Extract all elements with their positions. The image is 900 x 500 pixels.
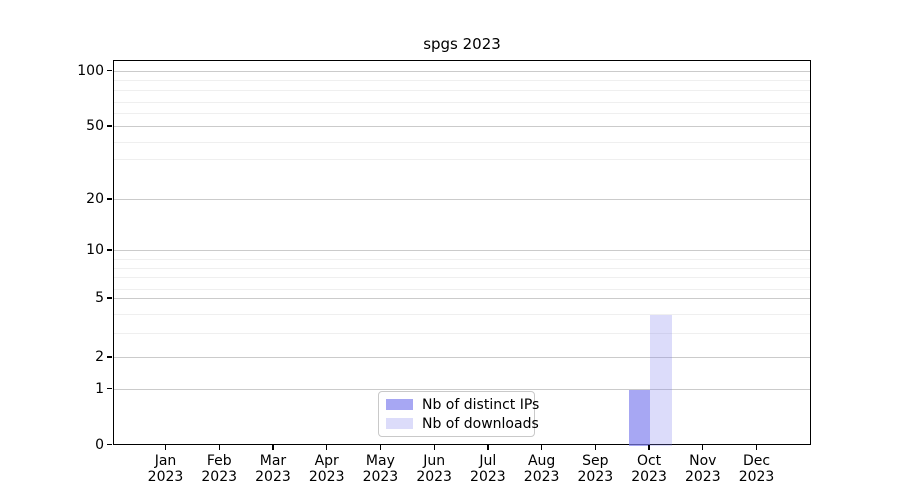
x-tick-year: 2023 bbox=[201, 468, 238, 485]
minor-gridline bbox=[114, 141, 810, 143]
major-gridline bbox=[114, 388, 810, 390]
x-tick-month: Jan bbox=[154, 453, 177, 469]
y-tick-mark bbox=[107, 297, 112, 299]
x-tick-mark bbox=[541, 445, 543, 450]
x-tick-month: Nov bbox=[689, 453, 717, 469]
major-gridline bbox=[114, 126, 810, 128]
x-tick-month: Sep bbox=[582, 453, 609, 469]
x-tick-month: Dec bbox=[742, 453, 771, 469]
legend-swatch-icon bbox=[386, 399, 413, 410]
minor-gridline bbox=[114, 332, 810, 334]
y-tick-label: 2 bbox=[95, 349, 104, 365]
x-tick-year: 2023 bbox=[684, 468, 721, 485]
x-tick-year: 2023 bbox=[577, 468, 614, 485]
bar-nb-of-downloads bbox=[650, 314, 672, 446]
x-tick-year: 2023 bbox=[738, 468, 775, 485]
x-tick-year: 2023 bbox=[470, 468, 506, 485]
x-tick-label-apr: Apr 2023 bbox=[299, 453, 355, 485]
x-tick-month: Aug bbox=[527, 453, 556, 469]
x-tick-mark bbox=[648, 445, 650, 450]
x-tick-mark bbox=[702, 445, 704, 450]
x-tick-mark bbox=[433, 445, 435, 450]
x-tick-year: 2023 bbox=[255, 468, 291, 485]
plot-area bbox=[113, 60, 811, 446]
major-gridline bbox=[114, 70, 810, 72]
x-tick-month: Oct bbox=[636, 453, 662, 469]
x-tick-mark bbox=[164, 445, 167, 450]
x-tick-label-oct: Oct 2023 bbox=[621, 453, 677, 485]
y-tick-label: 20 bbox=[86, 191, 104, 207]
minor-gridline bbox=[114, 267, 810, 269]
y-tick-mark bbox=[107, 198, 112, 200]
chart-title: spgs 2023 bbox=[423, 35, 501, 53]
legend-label: Nb of distinct IPs bbox=[422, 396, 540, 413]
x-tick-label-nov: Nov 2023 bbox=[675, 453, 731, 485]
minor-gridline bbox=[114, 89, 810, 91]
legend-label: Nb of downloads bbox=[422, 415, 539, 432]
y-tick-mark bbox=[107, 443, 112, 446]
y-tick-label: 50 bbox=[86, 118, 104, 134]
x-tick-year: 2023 bbox=[416, 468, 452, 485]
y-tick-mark bbox=[107, 69, 112, 72]
x-tick-month: Jul bbox=[479, 453, 497, 469]
x-tick-month: Apr bbox=[314, 453, 339, 469]
x-tick-year: 2023 bbox=[523, 468, 560, 485]
x-tick-month: May bbox=[365, 453, 395, 469]
minor-gridline bbox=[114, 79, 810, 81]
x-tick-month: Jun bbox=[423, 453, 446, 469]
minor-gridline bbox=[114, 101, 810, 103]
x-tick-year: 2023 bbox=[147, 468, 184, 485]
x-tick-mark bbox=[379, 445, 382, 450]
x-tick-year: 2023 bbox=[631, 468, 667, 485]
minor-gridline bbox=[114, 158, 810, 160]
x-tick-year: 2023 bbox=[308, 468, 345, 485]
x-tick-month: Feb bbox=[206, 453, 232, 469]
x-tick-label-may: May 2023 bbox=[352, 453, 408, 485]
y-tick-mark bbox=[107, 249, 112, 251]
legend-swatch-icon bbox=[386, 418, 413, 429]
major-gridline bbox=[114, 199, 810, 201]
major-gridline bbox=[114, 298, 810, 300]
major-gridline bbox=[114, 357, 810, 359]
x-tick-label-dec: Dec 2023 bbox=[729, 453, 785, 485]
major-gridline bbox=[114, 250, 810, 252]
y-tick-mark bbox=[107, 356, 112, 358]
x-tick-label-aug: Aug 2023 bbox=[514, 453, 570, 485]
x-tick-label-jun: Jun 2023 bbox=[406, 453, 462, 485]
minor-gridline bbox=[114, 258, 810, 260]
x-tick-mark bbox=[755, 445, 758, 450]
x-tick-mark bbox=[594, 445, 597, 450]
x-tick-label-sep: Sep 2023 bbox=[567, 453, 623, 485]
x-tick-mark bbox=[218, 445, 220, 450]
y-tick-label: 100 bbox=[77, 62, 104, 79]
legend-item: Nb of downloads bbox=[386, 416, 539, 432]
minor-gridline bbox=[114, 276, 810, 278]
x-tick-year: 2023 bbox=[362, 468, 399, 485]
bar-nb-of-distinct-ips bbox=[628, 389, 651, 446]
x-tick-mark bbox=[272, 445, 274, 450]
x-tick-label-mar: Mar 2023 bbox=[245, 453, 301, 485]
y-tick-label: 10 bbox=[86, 242, 104, 258]
y-tick-label: 0 bbox=[95, 436, 104, 453]
y-tick-label: 5 bbox=[95, 290, 104, 306]
legend: Nb of distinct IPs Nb of downloads bbox=[378, 391, 539, 437]
y-tick-label: 1 bbox=[95, 380, 104, 397]
x-tick-label-feb: Feb 2023 bbox=[191, 453, 247, 485]
minor-gridline bbox=[114, 112, 810, 114]
x-tick-mark bbox=[487, 445, 489, 450]
minor-gridline bbox=[114, 314, 810, 315]
x-tick-label-jul: Jul 2023 bbox=[460, 453, 516, 485]
minor-gridline bbox=[114, 288, 810, 290]
y-tick-mark bbox=[107, 125, 112, 127]
x-tick-month: Mar bbox=[259, 453, 287, 469]
x-tick-label-jan: Jan 2023 bbox=[138, 453, 194, 485]
y-tick-mark bbox=[107, 387, 112, 390]
legend-item: Nb of distinct IPs bbox=[386, 397, 539, 413]
x-tick-mark bbox=[326, 445, 328, 450]
